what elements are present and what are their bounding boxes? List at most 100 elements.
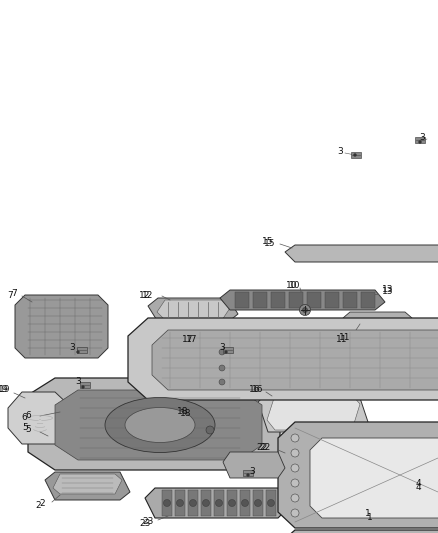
Text: 11: 11 — [336, 335, 348, 344]
Polygon shape — [45, 472, 130, 500]
Text: 4: 4 — [415, 480, 421, 489]
Text: 3: 3 — [69, 343, 75, 352]
Polygon shape — [258, 392, 368, 432]
Polygon shape — [325, 292, 339, 308]
Text: 2: 2 — [35, 502, 41, 511]
Polygon shape — [343, 312, 412, 324]
Text: 3: 3 — [249, 466, 255, 475]
Polygon shape — [357, 490, 366, 506]
Circle shape — [254, 499, 261, 506]
Polygon shape — [240, 490, 250, 516]
Circle shape — [177, 499, 184, 506]
Polygon shape — [285, 490, 294, 506]
Text: 2: 2 — [39, 498, 45, 507]
Circle shape — [77, 351, 80, 353]
Polygon shape — [361, 292, 375, 308]
Polygon shape — [278, 422, 438, 528]
Polygon shape — [270, 488, 380, 508]
Polygon shape — [266, 490, 276, 516]
Polygon shape — [175, 490, 185, 516]
Polygon shape — [307, 292, 321, 308]
Text: 15: 15 — [262, 238, 274, 246]
Circle shape — [219, 365, 225, 371]
Polygon shape — [321, 490, 330, 506]
Circle shape — [291, 479, 299, 487]
Circle shape — [291, 464, 299, 472]
Polygon shape — [310, 438, 438, 518]
Circle shape — [81, 385, 85, 389]
Circle shape — [241, 499, 248, 506]
Text: 17: 17 — [186, 335, 198, 344]
Polygon shape — [243, 470, 253, 476]
Text: 23: 23 — [139, 520, 151, 529]
Polygon shape — [343, 292, 357, 308]
Circle shape — [163, 499, 170, 506]
Circle shape — [291, 434, 299, 442]
Ellipse shape — [125, 408, 195, 442]
Text: 15: 15 — [264, 238, 276, 247]
Polygon shape — [369, 490, 378, 506]
Circle shape — [291, 449, 299, 457]
Text: 22: 22 — [256, 443, 268, 453]
Text: 19: 19 — [0, 385, 11, 394]
Text: 18: 18 — [177, 408, 189, 416]
Text: 12: 12 — [142, 292, 154, 301]
Polygon shape — [28, 378, 280, 470]
Circle shape — [190, 499, 197, 506]
Circle shape — [268, 499, 275, 506]
Text: 19: 19 — [0, 385, 9, 394]
Polygon shape — [152, 330, 438, 390]
Polygon shape — [145, 488, 288, 518]
Polygon shape — [80, 382, 90, 388]
Circle shape — [353, 154, 357, 157]
Polygon shape — [214, 490, 224, 516]
Text: 23: 23 — [142, 518, 154, 527]
Circle shape — [225, 351, 227, 353]
Polygon shape — [162, 490, 172, 516]
Text: 13: 13 — [382, 286, 394, 295]
Circle shape — [229, 499, 236, 506]
Polygon shape — [227, 490, 237, 516]
Polygon shape — [285, 245, 438, 262]
Circle shape — [215, 499, 223, 506]
Polygon shape — [148, 298, 238, 322]
Polygon shape — [415, 137, 425, 143]
Text: 12: 12 — [139, 290, 151, 300]
Polygon shape — [8, 392, 72, 444]
Text: 3: 3 — [219, 343, 225, 351]
Text: 3: 3 — [337, 148, 343, 157]
Polygon shape — [53, 474, 122, 494]
Polygon shape — [280, 482, 378, 488]
Circle shape — [219, 349, 225, 355]
Text: 11: 11 — [339, 334, 351, 343]
Polygon shape — [190, 415, 232, 444]
Circle shape — [300, 304, 311, 316]
Polygon shape — [297, 490, 306, 506]
Circle shape — [291, 494, 299, 502]
Polygon shape — [157, 300, 230, 320]
Polygon shape — [289, 292, 303, 308]
Ellipse shape — [105, 398, 215, 453]
Text: 3: 3 — [419, 133, 425, 142]
Polygon shape — [235, 292, 249, 308]
Circle shape — [303, 308, 307, 312]
Text: 16: 16 — [249, 385, 261, 394]
Polygon shape — [253, 292, 267, 308]
Polygon shape — [128, 318, 438, 400]
Text: 13: 13 — [382, 287, 394, 296]
Text: 22: 22 — [259, 443, 271, 453]
Polygon shape — [220, 290, 385, 310]
Polygon shape — [223, 347, 233, 353]
Polygon shape — [342, 458, 418, 478]
Polygon shape — [223, 452, 285, 478]
Polygon shape — [192, 342, 262, 394]
Polygon shape — [267, 395, 360, 430]
Text: 7: 7 — [11, 289, 17, 298]
Polygon shape — [35, 428, 95, 460]
Text: 6: 6 — [21, 414, 27, 423]
Text: 1: 1 — [365, 508, 371, 518]
Polygon shape — [15, 295, 108, 358]
Text: 16: 16 — [252, 385, 264, 394]
Circle shape — [202, 499, 209, 506]
Polygon shape — [77, 347, 87, 353]
